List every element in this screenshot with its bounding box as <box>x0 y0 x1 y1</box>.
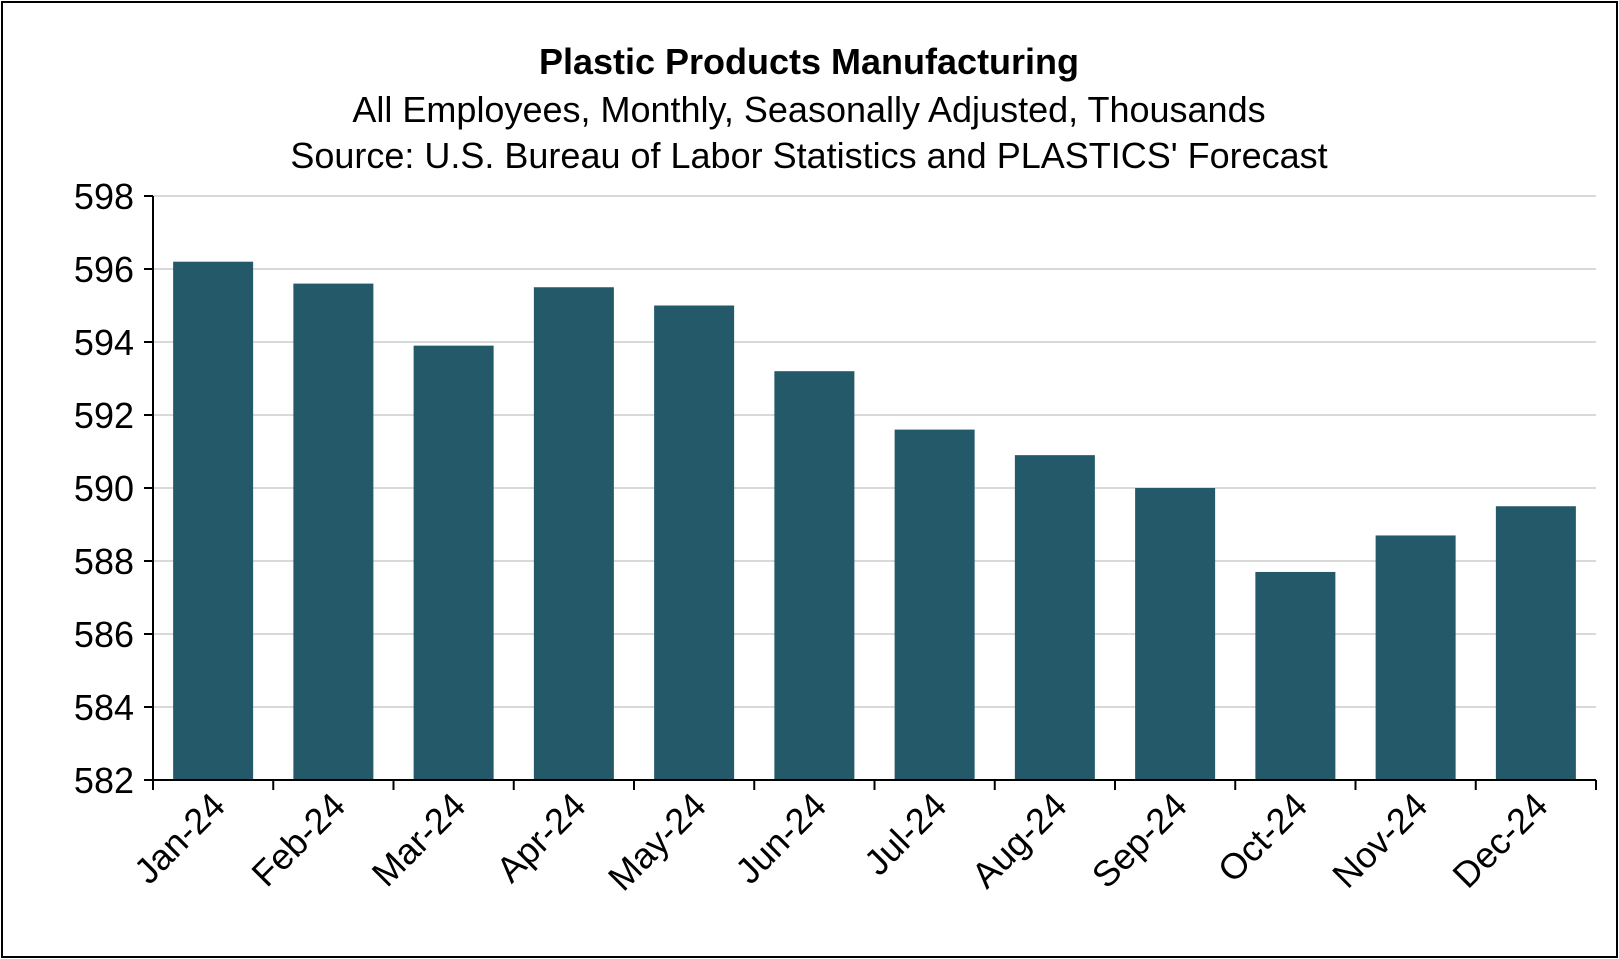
y-tick-labels: 582 584 586 588 590 592 594 596 598 <box>74 176 134 801</box>
x-tick-labels: Jan-24 Feb-24 Mar-24 Apr-24 May-24 Jun-24 Jul-… <box>126 785 1556 899</box>
y-tick-label: 592 <box>74 395 134 436</box>
x-tick-label: Jun-24 <box>727 785 834 892</box>
x-tick-label: Dec-24 <box>1444 785 1555 896</box>
x-tick-label: Oct-24 <box>1210 785 1315 890</box>
y-tick-label: 598 <box>74 176 134 217</box>
x-tick-label: May-24 <box>600 785 714 899</box>
x-tick-label: Jan-24 <box>126 785 233 892</box>
chart-subtitle: All Employees, Monthly, Seasonally Adjus… <box>352 89 1265 130</box>
x-tick-label: Sep-24 <box>1084 785 1195 896</box>
y-tick-label: 584 <box>74 687 134 728</box>
x-tick-label: Jul-24 <box>856 785 954 883</box>
chart-title: Plastic Products Manufacturing <box>539 41 1079 82</box>
x-tick-label: Apr-24 <box>488 785 593 890</box>
y-tick-label: 582 <box>74 760 134 801</box>
bar-feb-24 <box>293 283 374 780</box>
bar-jan-24 <box>173 261 254 780</box>
y-tick-label: 594 <box>74 322 134 363</box>
bar-mar-24 <box>413 345 494 780</box>
y-tick-label: 586 <box>74 614 134 655</box>
bar-sep-24 <box>1135 488 1216 780</box>
y-tick-label: 590 <box>74 468 134 509</box>
axes <box>144 195 1597 790</box>
bar-jul-24 <box>894 429 975 780</box>
bar-may-24 <box>654 305 735 780</box>
bars <box>173 261 1576 780</box>
y-tick-label: 588 <box>74 541 134 582</box>
x-tick-label: Aug-24 <box>963 785 1074 896</box>
chart-source: Source: U.S. Bureau of Labor Statistics … <box>290 135 1327 176</box>
bar-apr-24 <box>533 287 614 780</box>
bar-jun-24 <box>774 371 855 780</box>
bar-aug-24 <box>1014 455 1095 780</box>
bar-nov-24 <box>1375 535 1456 780</box>
bar-oct-24 <box>1255 571 1336 780</box>
x-tick-label: Mar-24 <box>364 785 474 895</box>
bar-dec-24 <box>1495 506 1576 780</box>
x-tick-label: Nov-24 <box>1324 785 1435 896</box>
y-tick-label: 596 <box>74 249 134 290</box>
x-tick-label: Feb-24 <box>243 785 353 895</box>
grid-lines <box>153 195 1596 708</box>
